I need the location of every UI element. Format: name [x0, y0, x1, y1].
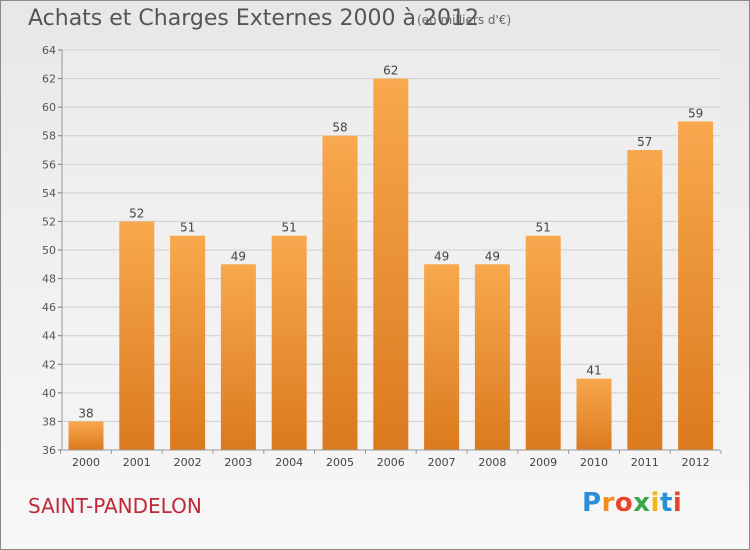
y-tick-label: 60 [42, 101, 56, 114]
data-label: 57 [637, 135, 652, 149]
x-tick-label: 2011 [631, 456, 659, 469]
data-label: 49 [231, 249, 246, 263]
y-tick-label: 50 [42, 244, 56, 257]
logo-letter: x [633, 488, 651, 518]
bar [322, 135, 358, 450]
data-label: 58 [332, 121, 347, 135]
logo-letter: i [650, 488, 660, 518]
logo-letter: o [614, 488, 634, 518]
commune-name: SAINT-PANDELON [28, 494, 202, 518]
y-tick-label: 44 [42, 330, 56, 343]
x-tick-label: 2005 [326, 456, 354, 469]
x-tick-label: 2001 [123, 456, 151, 469]
bar [678, 121, 714, 450]
bar [119, 221, 155, 450]
y-tick-label: 52 [42, 215, 56, 228]
data-label: 59 [688, 106, 703, 120]
bar [68, 421, 104, 450]
y-tick-label: 56 [42, 158, 56, 171]
bar [474, 264, 510, 450]
y-tick-label: 38 [42, 415, 56, 428]
x-tick-label: 2002 [174, 456, 202, 469]
data-label: 51 [180, 221, 195, 235]
y-tick-label: 36 [42, 444, 56, 457]
data-label: 52 [129, 206, 144, 220]
y-tick-label: 64 [42, 44, 56, 57]
logo-letter: r [601, 488, 615, 518]
bar [170, 235, 206, 450]
bar [373, 78, 409, 451]
data-label: 51 [282, 221, 297, 235]
bar [271, 235, 307, 450]
x-tick-label: 2000 [72, 456, 100, 469]
proxiti-logo[interactable]: Proxiti [582, 488, 682, 518]
bar [576, 378, 612, 450]
y-tick-label: 40 [42, 387, 56, 400]
x-tick-label: 2007 [428, 456, 456, 469]
data-label: 51 [536, 221, 551, 235]
x-tick-label: 2003 [224, 456, 252, 469]
bar [525, 235, 561, 450]
chart-subtitle: (en milliers d'€) [417, 13, 512, 27]
logo-letter: i [672, 488, 683, 518]
x-tick-label: 2010 [580, 456, 608, 469]
y-tick-label: 58 [42, 130, 56, 143]
y-tick-label: 48 [42, 273, 56, 286]
bar [627, 150, 663, 450]
bar [424, 264, 460, 450]
x-tick-label: 2006 [377, 456, 405, 469]
logo-letter: t [659, 488, 673, 518]
x-tick-label: 2009 [529, 456, 557, 469]
chart-title: Achats et Charges Externes 2000 à 2012 [28, 6, 479, 31]
data-label: 38 [78, 406, 93, 420]
x-tick-label: 2004 [275, 456, 303, 469]
y-tick-label: 62 [42, 73, 56, 86]
y-tick-label: 42 [42, 358, 56, 371]
bar [220, 264, 256, 450]
x-tick-label: 2012 [682, 456, 710, 469]
y-tick-label: 54 [42, 187, 56, 200]
y-tick-label: 46 [42, 301, 56, 314]
logo-letter: P [582, 488, 602, 518]
data-label: 41 [586, 364, 601, 378]
x-tick-label: 2008 [478, 456, 506, 469]
data-label: 49 [434, 249, 449, 263]
data-label: 62 [383, 64, 398, 78]
data-label: 49 [485, 249, 500, 263]
